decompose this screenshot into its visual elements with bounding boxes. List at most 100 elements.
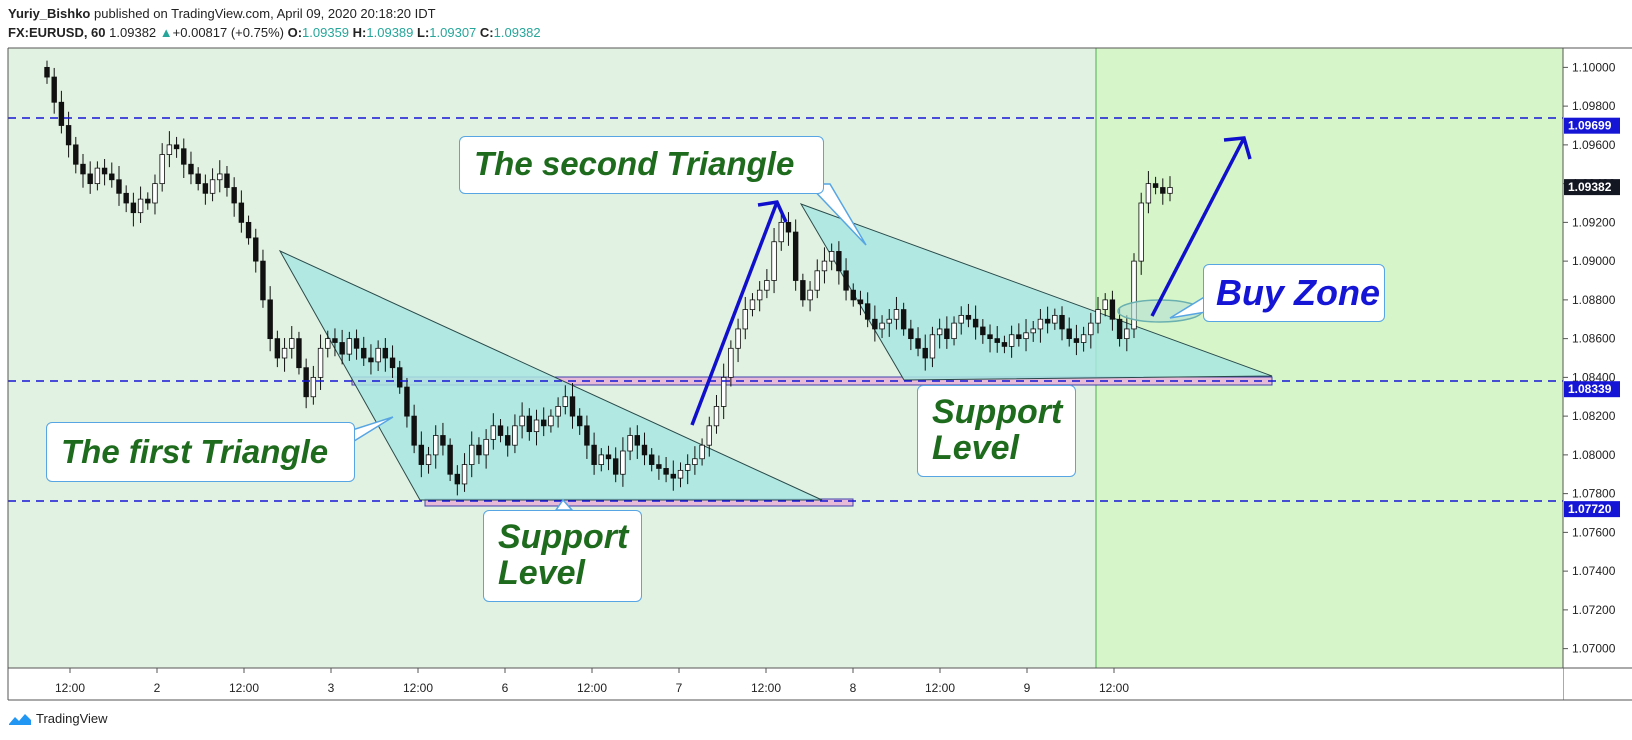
candle-body bbox=[648, 454, 655, 465]
price-tag-label: 1.08339 bbox=[1568, 382, 1612, 396]
time-axis[interactable] bbox=[8, 668, 1563, 700]
candle-body bbox=[1023, 332, 1029, 340]
candle-body bbox=[555, 406, 561, 417]
candle-body bbox=[1109, 299, 1116, 320]
candle-body bbox=[584, 425, 590, 446]
time-tick-label: 12:00 bbox=[229, 681, 259, 695]
candle-body bbox=[332, 338, 338, 343]
arrow-up-1-head bbox=[757, 200, 788, 223]
price-tick-label: 1.09600 bbox=[1572, 138, 1616, 152]
candle-body bbox=[843, 270, 849, 291]
time-tick-label: 12:00 bbox=[1099, 681, 1129, 695]
candle-body bbox=[541, 419, 547, 427]
time-axis-ticks: 12:00 2 12:00 3 12:00 6 12:00 7 12:00 8 12:00 9 12:0… bbox=[55, 668, 1129, 695]
candle-body bbox=[792, 231, 799, 281]
candle-body bbox=[166, 144, 173, 155]
first-triangle-label: The first Triangle bbox=[61, 433, 329, 470]
candle-body bbox=[1131, 260, 1137, 330]
candle-body bbox=[497, 425, 504, 436]
candle-body bbox=[389, 357, 396, 369]
candle-body bbox=[526, 415, 533, 433]
candle-body bbox=[785, 221, 792, 233]
candle-body bbox=[310, 376, 317, 398]
publish-info: Yuriy_Bishko published on TradingView.co… bbox=[8, 6, 436, 21]
tradingview-logo-icon[interactable] bbox=[8, 712, 32, 726]
candle-body bbox=[879, 322, 885, 330]
current-price-tag bbox=[1564, 179, 1620, 196]
candle-body bbox=[404, 386, 410, 417]
support-level-2-line2: Level bbox=[932, 429, 1019, 467]
candle-body bbox=[908, 328, 914, 340]
candle-body bbox=[886, 318, 892, 324]
candle-body bbox=[987, 334, 993, 340]
candle-body bbox=[548, 415, 554, 427]
candle-body bbox=[58, 101, 65, 126]
support-level-2-callout[interactable]: Support Level bbox=[917, 385, 1076, 477]
candle-body bbox=[972, 318, 979, 328]
candle-body bbox=[850, 289, 856, 301]
price-tag bbox=[1564, 381, 1620, 398]
time-tick-label: 6 bbox=[502, 681, 509, 695]
last-price: 1.09382 bbox=[109, 25, 157, 40]
candle-body bbox=[641, 444, 648, 456]
time-tick-label: 9 bbox=[1024, 681, 1031, 695]
candle-body bbox=[1030, 328, 1036, 334]
candle-body bbox=[735, 328, 741, 349]
candle-body bbox=[1095, 309, 1101, 324]
candle-body bbox=[1124, 328, 1130, 340]
candle-body bbox=[65, 125, 72, 146]
candle-body bbox=[677, 469, 684, 479]
candle-body bbox=[828, 251, 835, 262]
buy-zone-callout[interactable]: Buy Zone bbox=[1203, 264, 1385, 322]
arrow-up-1 bbox=[690, 201, 779, 426]
support-level-1-callout[interactable]: Support Level bbox=[483, 510, 642, 602]
second-triangle-callout[interactable]: The second Triangle bbox=[459, 136, 824, 194]
candle-body bbox=[771, 241, 777, 281]
author-name[interactable]: Yuriy_Bishko bbox=[8, 6, 91, 21]
candle-body bbox=[764, 280, 770, 291]
candle-body bbox=[267, 299, 273, 340]
candle-body bbox=[317, 347, 324, 378]
candle-body bbox=[749, 299, 756, 310]
candle-body bbox=[490, 425, 497, 440]
candles-layer bbox=[44, 60, 1173, 496]
candle-body bbox=[303, 367, 309, 398]
candle-body bbox=[1080, 334, 1087, 343]
first-triangle-callout[interactable]: The first Triangle bbox=[46, 422, 355, 482]
time-tick-label: 12:00 bbox=[925, 681, 955, 695]
candle-body bbox=[857, 299, 864, 305]
support-level-1-line1: Support bbox=[498, 518, 629, 556]
close-value: 1.09382 bbox=[493, 25, 541, 40]
candle-body bbox=[296, 338, 302, 369]
candle-body bbox=[116, 179, 122, 194]
open-value: 1.09359 bbox=[302, 25, 350, 40]
arrow-up-2-head bbox=[1223, 136, 1252, 160]
price-tick-label: 1.07000 bbox=[1572, 642, 1616, 656]
candle-body bbox=[433, 435, 439, 456]
candle-body bbox=[864, 303, 871, 320]
buy-zone-label: Buy Zone bbox=[1216, 272, 1381, 313]
symbol-label[interactable]: FX:EURUSD, 60 bbox=[8, 25, 106, 40]
support-level-1-line2: Level bbox=[498, 554, 585, 592]
candle-body bbox=[461, 464, 468, 485]
candle-body bbox=[159, 154, 165, 185]
candle-body bbox=[1160, 187, 1166, 194]
candle-body bbox=[454, 473, 461, 485]
candle-body bbox=[562, 396, 569, 407]
price-axis[interactable] bbox=[1563, 48, 1632, 668]
candle-body bbox=[231, 187, 237, 204]
change-up-icon: ▲ bbox=[159, 25, 173, 40]
price-tag-label: 1.09699 bbox=[1568, 119, 1612, 133]
candle-body bbox=[80, 163, 86, 175]
candle-body bbox=[915, 338, 921, 349]
candle-body bbox=[605, 454, 612, 460]
candle-body bbox=[519, 415, 525, 427]
candle-body bbox=[469, 444, 475, 465]
candle-body bbox=[325, 338, 331, 349]
candle-body bbox=[807, 289, 813, 301]
price-tick-label: 1.08600 bbox=[1572, 332, 1616, 346]
candle-body bbox=[821, 260, 828, 272]
candle-body bbox=[778, 221, 784, 243]
tradingview-brand[interactable]: TradingView bbox=[36, 711, 108, 726]
